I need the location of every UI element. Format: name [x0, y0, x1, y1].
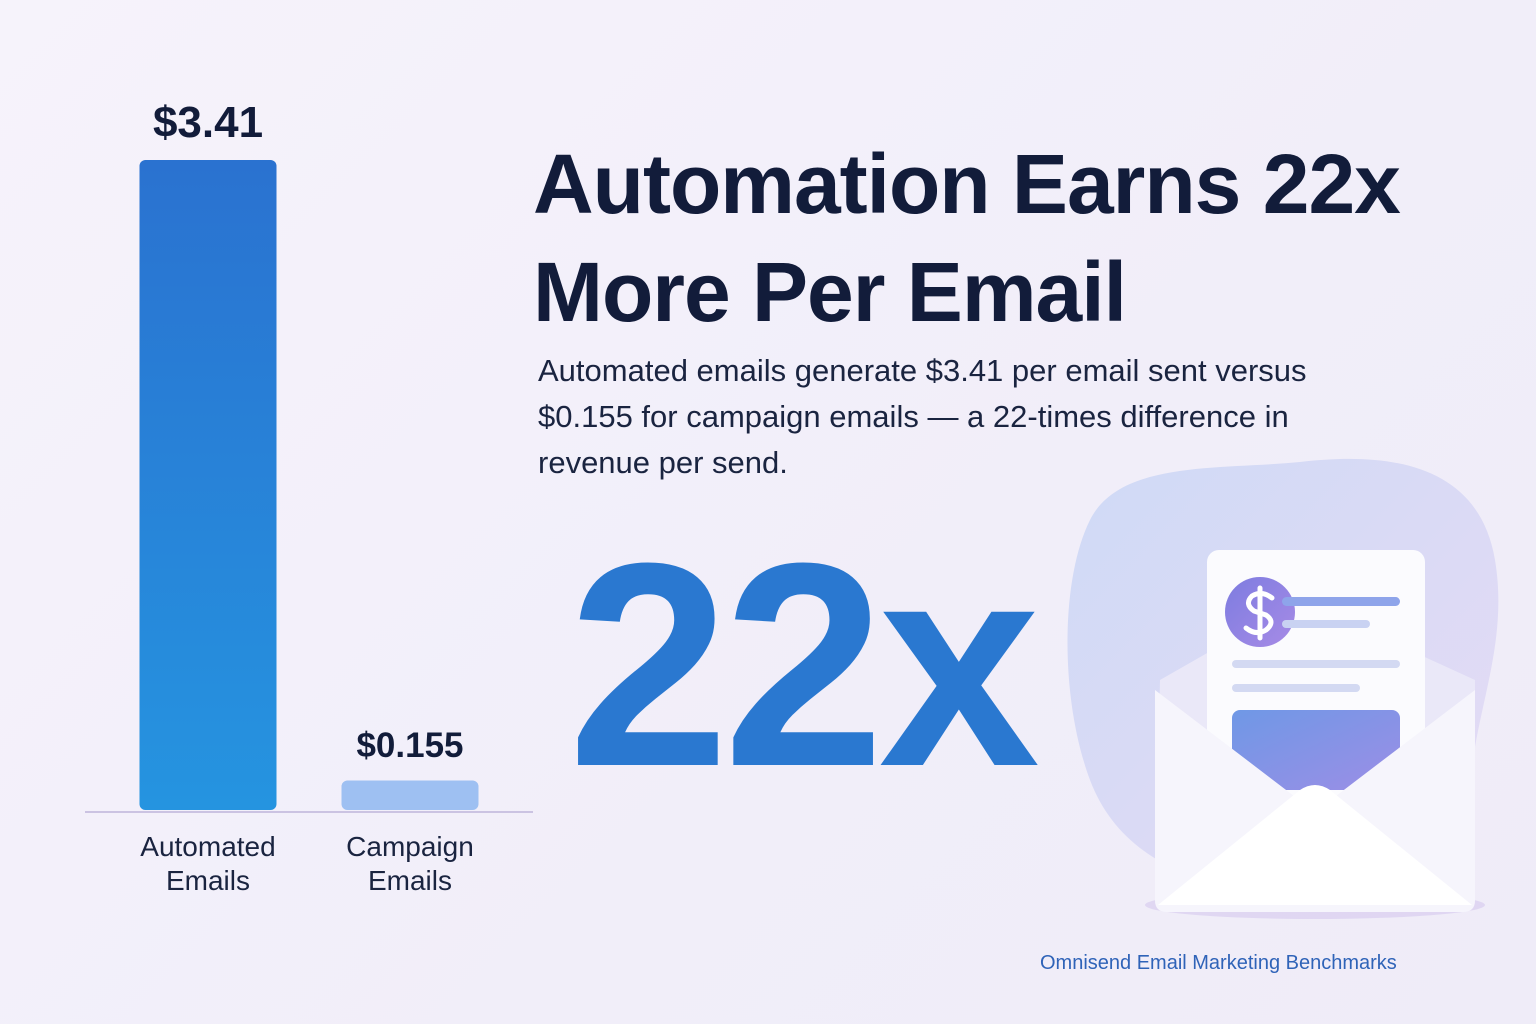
- headline: Automation Earns 22x More Per Email: [533, 137, 1401, 339]
- bar: [341, 780, 479, 810]
- bar: [139, 160, 277, 810]
- big-stat: 22x: [568, 503, 1040, 827]
- category-label: Campaign Emails: [346, 831, 474, 896]
- description: Automated emails generate $3.41 per emai…: [538, 353, 1307, 480]
- value-label: $3.41: [152, 98, 264, 147]
- value-label: $0.155: [356, 726, 464, 766]
- source: Omnisend Email Marketing Benchmarks: [1040, 952, 1397, 974]
- category-label: Automated Emails: [140, 831, 276, 896]
- envelope-illustration: [1067, 458, 1499, 919]
